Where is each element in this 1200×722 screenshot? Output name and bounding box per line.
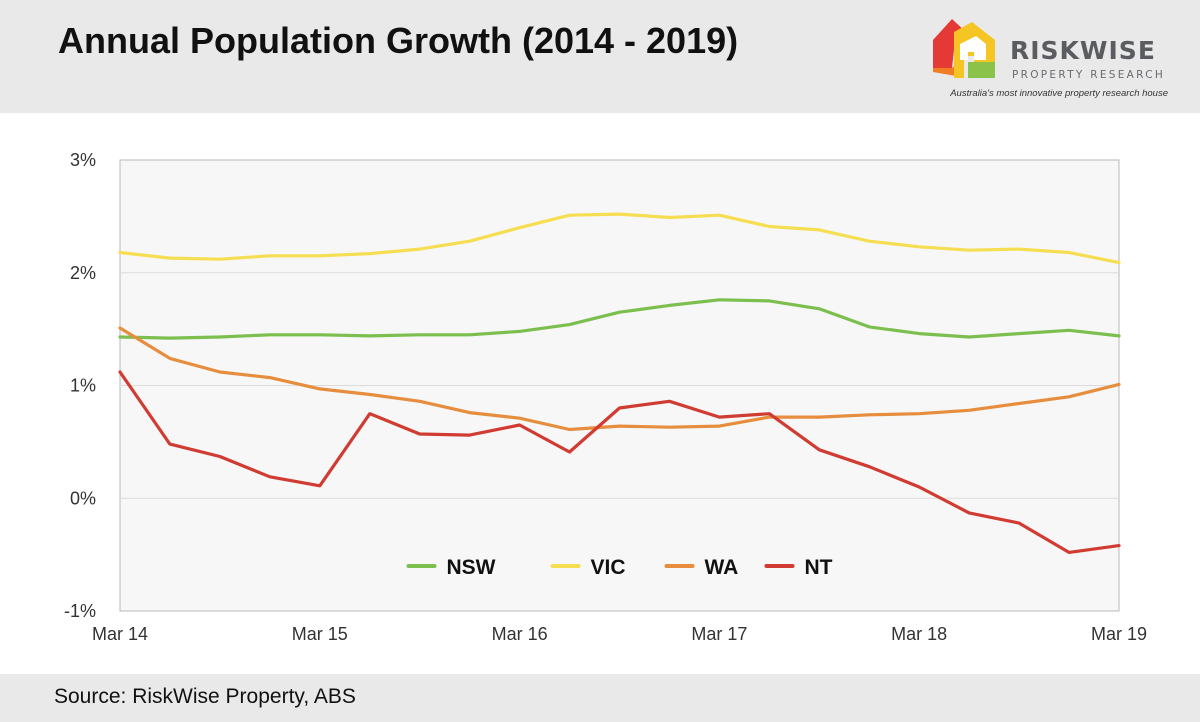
logo-inner-house [960, 36, 986, 60]
chart-legend: NSW VIC WA NT [406, 556, 833, 579]
x-axis-ticks: Mar 14 Mar 15 Mar 16 Mar 17 Mar 18 Mar 19 [92, 624, 1147, 644]
y-tick-label: -1% [64, 601, 96, 621]
footer-bar [0, 674, 1200, 722]
series-line-wa [118, 326, 1121, 432]
x-tick-label: Mar 14 [92, 624, 148, 644]
series-line-vic [118, 212, 1121, 265]
series-line-nt [118, 370, 1121, 554]
legend-label: WA [705, 556, 739, 579]
riskwise-logo-icon [933, 19, 995, 78]
legend-item-nsw: NSW [406, 556, 496, 579]
logo-name: RISKWISE [1010, 36, 1156, 65]
legend-item-wa: WA [664, 556, 739, 579]
y-axis-ticks: 3% 2% 1% 0% -1% [64, 150, 96, 621]
y-tick-label: 0% [70, 488, 96, 508]
series-lines [118, 212, 1121, 554]
x-tick-label: Mar 16 [492, 624, 548, 644]
y-tick-label: 2% [70, 263, 96, 283]
gridlines [120, 272, 1119, 499]
legend-label: NT [805, 556, 833, 579]
logo-green-shape [968, 62, 995, 78]
source-note: Source: RiskWise Property, ABS [54, 685, 356, 708]
x-tick-label: Mar 18 [891, 624, 947, 644]
page-title: Annual Population Growth (2014 - 2019) [58, 20, 739, 61]
population-growth-chart: 3%2%1%0%-1% Mar 14 Mar 15 Mar 16 Mar 17 Mar … [64, 150, 1147, 644]
x-tick-label: Mar 17 [691, 624, 747, 644]
x-tick-label: Mar 15 [292, 624, 348, 644]
y-tick-label: 1% [70, 376, 96, 396]
x-tick-label: Mar 19 [1091, 624, 1147, 644]
header-bar [0, 0, 1200, 113]
legend-item-nt: NT [764, 556, 833, 579]
series-line-nsw [118, 298, 1121, 340]
legend-label: VIC [591, 556, 626, 579]
logo-orange-shape [933, 64, 956, 76]
logo-subtitle: PROPERTY RESEARCH [1012, 69, 1166, 81]
y-tick-label: 3% [70, 150, 96, 170]
legend-item-vic: VIC [550, 556, 626, 579]
logo-tagline: Australia's most innovative property res… [950, 88, 1168, 99]
legend-label: NSW [447, 556, 496, 579]
